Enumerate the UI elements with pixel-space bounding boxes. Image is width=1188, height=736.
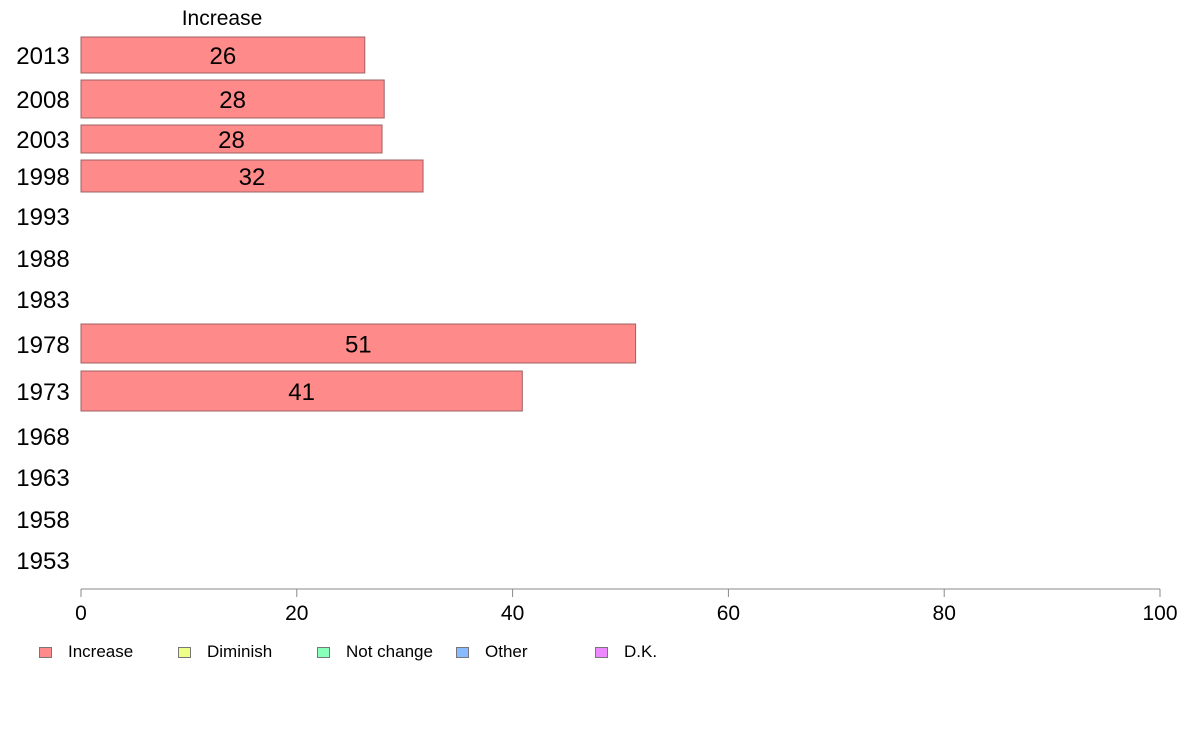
category-label-1988: 1988 xyxy=(16,246,69,273)
category-label-1983: 1983 xyxy=(16,287,69,314)
legend-label: Other xyxy=(485,642,528,661)
legend-swatch xyxy=(317,646,330,658)
category-label-1998: 1998 xyxy=(16,164,69,191)
legend-label: Diminish xyxy=(207,642,273,661)
x-tick-label-80: 80 xyxy=(933,602,956,625)
x-tick-label-100: 100 xyxy=(1142,602,1177,625)
category-label-2013: 2013 xyxy=(16,43,69,70)
x-tick-label-20: 20 xyxy=(285,602,308,625)
category-label-1973: 1973 xyxy=(16,379,69,406)
bars: 26 28 28 32 51 41 xyxy=(80,36,637,412)
x-tick-label-40: 40 xyxy=(501,602,524,625)
data-label-2008: 28 xyxy=(219,87,246,114)
category-label-1978: 1978 xyxy=(16,332,69,359)
legend-item-d-k: D.K. xyxy=(595,641,657,663)
bar-1978 xyxy=(80,323,637,364)
bar-1998 xyxy=(80,159,424,193)
category-label-1993: 1993 xyxy=(16,204,69,231)
legend-swatch xyxy=(595,646,608,658)
data-label-1998: 32 xyxy=(239,164,266,191)
x-tick-label-0: 0 xyxy=(75,602,87,625)
category-label-2003: 2003 xyxy=(16,127,69,154)
x-axis: 0 20 40 60 80 100 xyxy=(75,588,1178,625)
legend-swatch xyxy=(456,646,469,658)
category-label-2008: 2008 xyxy=(16,87,69,114)
legend: Increase Diminish Not change Other D.K. xyxy=(39,641,739,663)
category-label-1963: 1963 xyxy=(16,465,69,492)
legend-label: Not change xyxy=(346,642,433,661)
legend-item-diminish: Diminish xyxy=(178,641,272,663)
bar-2003 xyxy=(80,124,383,154)
legend-label: D.K. xyxy=(624,642,658,661)
category-labels: 2013 2008 2003 1998 1993 1988 1983 1978 1973 1968… xyxy=(16,43,69,575)
legend-item-other: Other xyxy=(456,641,528,663)
legend-item-not-change: Not change xyxy=(317,641,433,663)
data-label-1978: 51 xyxy=(345,332,372,359)
bar-2013 xyxy=(80,36,366,74)
data-label-1973: 41 xyxy=(288,379,315,406)
legend-swatch xyxy=(178,646,191,658)
legend-label: Increase xyxy=(68,642,134,661)
data-label-2013: 26 xyxy=(210,43,237,70)
bar-1973 xyxy=(80,370,523,412)
category-label-1958: 1958 xyxy=(16,507,69,534)
legend-item-increase: Increase xyxy=(39,641,133,663)
category-label-1953: 1953 xyxy=(16,548,69,575)
x-tick-label-60: 60 xyxy=(717,602,740,625)
data-label-2003: 28 xyxy=(218,127,245,154)
legend-swatch xyxy=(39,646,52,658)
bar-2008 xyxy=(80,79,385,119)
category-label-1968: 1968 xyxy=(16,424,69,451)
column-header: Increase xyxy=(182,7,263,30)
